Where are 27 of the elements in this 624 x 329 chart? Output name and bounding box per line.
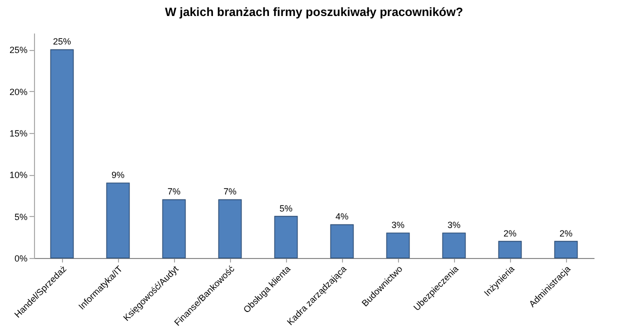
data-label: 7% [223, 186, 237, 197]
data-label: 2% [559, 228, 573, 238]
bar [330, 224, 354, 258]
data-label: 5% [279, 203, 293, 214]
bar [218, 199, 242, 258]
y-tick-label: 5% [14, 212, 28, 222]
y-tick-label: 25% [9, 45, 28, 56]
bar [274, 216, 298, 258]
bar [50, 49, 74, 258]
data-label: 7% [167, 186, 181, 197]
y-tick-label: 10% [9, 170, 28, 180]
bar [498, 240, 522, 258]
bar [386, 232, 410, 258]
chart-title: W jakich branżach firmy poszukiwały pracowników? [164, 5, 464, 19]
y-tick-label: 20% [9, 86, 28, 97]
data-label: 9% [111, 170, 125, 180]
y-tick-label: 0% [14, 254, 28, 264]
bar [106, 182, 130, 258]
data-label: 2% [503, 228, 517, 238]
data-label: 4% [335, 212, 349, 222]
data-label: 3% [447, 220, 461, 230]
bar [162, 199, 186, 258]
bar [442, 232, 466, 258]
y-tick-label: 15% [9, 128, 28, 138]
bar [554, 240, 578, 258]
data-label: 3% [391, 220, 405, 230]
data-label: 25% [52, 36, 72, 47]
